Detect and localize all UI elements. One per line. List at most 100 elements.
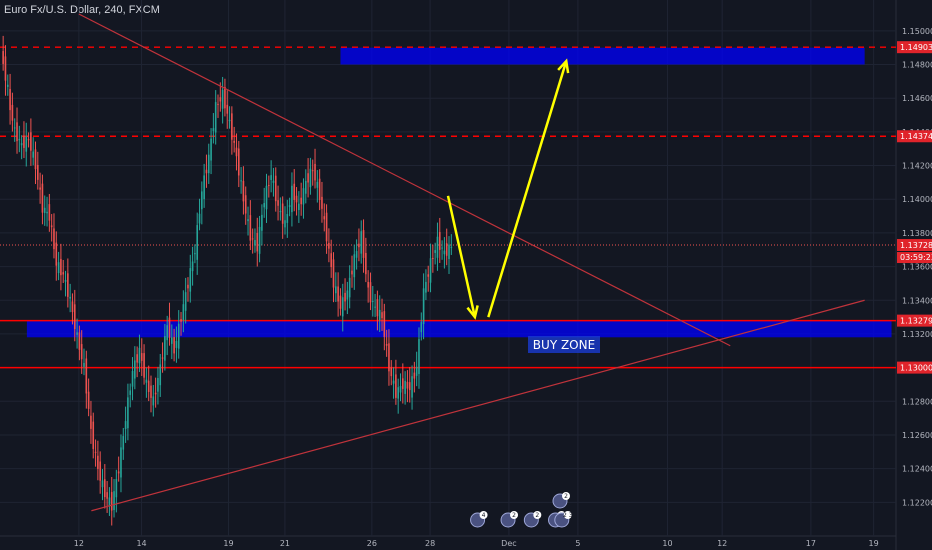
candle-body [71,301,74,313]
candle-body [263,203,266,208]
event-count-badge [479,511,488,519]
candle-body [358,243,360,248]
candle-body [274,175,277,202]
candle-body [330,253,333,268]
candle-body [395,374,397,398]
candle-body [411,376,413,398]
candle-body [339,295,342,309]
candle-body [90,415,92,429]
candle-body [284,220,286,228]
candle-body [341,297,344,317]
candle-body [427,274,430,277]
event-count: 2 3 [563,512,573,519]
candle-body [203,175,205,200]
candle-body [219,97,222,102]
price-level-tag [897,130,932,143]
x-tick-label: 28 [425,539,435,548]
candle-body [13,127,16,129]
candle-body [97,455,99,469]
candle-body [131,371,134,387]
candle-body [62,272,65,275]
candle-body [432,257,434,259]
candle-body [11,104,14,121]
candle-body [397,387,399,399]
candle-body [99,461,101,481]
candle-body [383,311,386,337]
candle-body [25,136,28,152]
countdown-tag [897,252,932,264]
candle-body [406,381,409,389]
candle-body [304,180,307,194]
y-tick-label: 1.15000 [902,27,932,36]
candle-body [258,226,261,254]
candle-body [129,390,132,395]
x-tick-label: 26 [367,539,377,548]
candle-body [429,258,432,283]
y-tick-label: 1.13600 [902,263,932,272]
price-level-tag [897,41,932,54]
candle-body [60,258,62,276]
event-count: 2 [512,512,516,519]
arrow-head [466,305,479,320]
candle-body [295,195,298,203]
candle-body [261,214,263,231]
candle-body [367,281,369,288]
candle-body [53,228,55,250]
candle-body [94,451,97,453]
candle-body [337,286,339,302]
candle-body [270,175,272,181]
projection-arrow [446,195,477,318]
candle-body [224,86,226,109]
price-zone [340,47,865,65]
x-tick-label: 10 [662,539,672,548]
price-level-tag [897,361,932,374]
candle-body [101,480,104,488]
x-tick-label: 21 [280,539,290,548]
candle-body [434,250,436,253]
candle-body [191,261,194,272]
x-tick-label: 19 [223,539,233,548]
candle-body [348,277,351,298]
candle-body [388,343,390,372]
price-level-label: 1.13000 [900,364,932,373]
candle-body [385,343,388,346]
y-tick-label: 1.14000 [902,195,932,204]
x-tick-label: 17 [806,539,816,548]
candle-body [39,187,41,190]
price-level-tag [897,314,932,327]
candle-body [69,296,71,299]
candle-body [115,479,118,498]
event-count: 4 [482,512,486,519]
candle-body [302,188,305,205]
candle-body [445,243,448,256]
event-count-badge [563,511,572,519]
candle-body [291,185,293,213]
candle-body [43,207,46,214]
candle-body [321,196,323,209]
countdown-label: 03:59:23 [900,253,932,262]
candle-body [268,185,270,187]
candle-body [249,215,252,241]
price-level-tag [897,239,932,252]
candle-body [272,180,275,183]
candle-body [136,354,138,363]
candle-body [244,195,247,214]
buy-zone-label-box [528,336,600,353]
y-tick-label: 1.13400 [902,296,932,305]
candle-body [288,205,291,207]
candle-body [408,382,411,391]
candle-body [325,212,328,242]
candle-body [210,138,212,161]
candle-body [251,238,254,240]
candle-body [120,447,122,478]
candle-body [277,200,279,206]
candle-body [286,214,289,223]
candle-body [316,181,319,188]
candle-body [117,471,120,474]
candle-body [92,421,95,449]
candle-body [390,367,393,377]
candle-body [184,292,187,311]
candle-body [83,362,85,367]
y-tick-label: 1.12600 [902,431,932,440]
